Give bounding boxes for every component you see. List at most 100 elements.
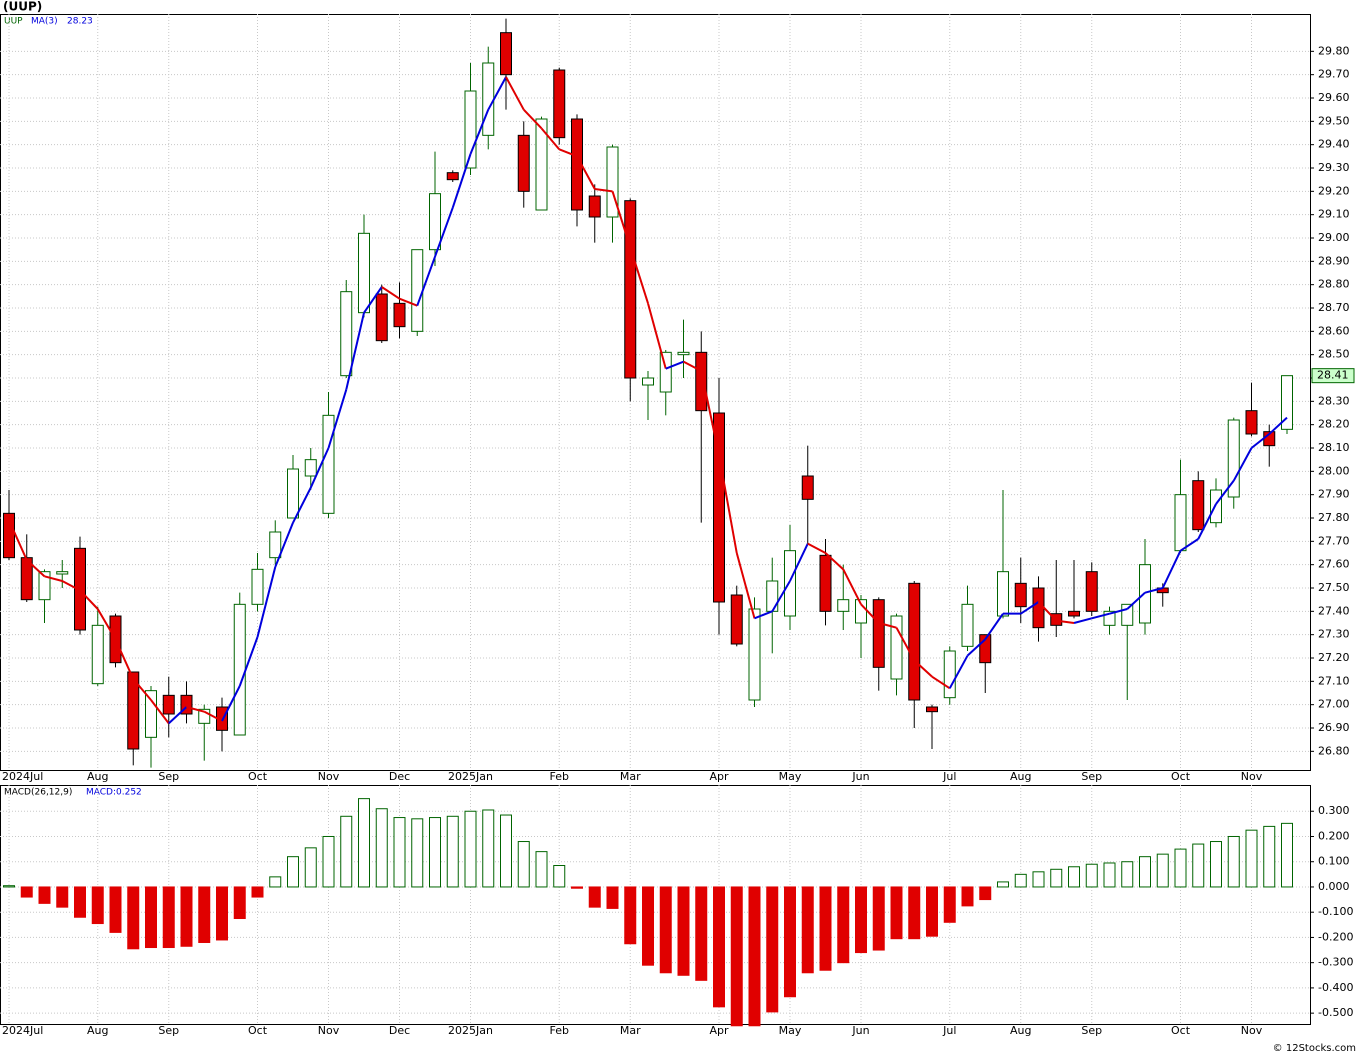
y-tick-label: 29.20	[1318, 184, 1350, 197]
bar	[801, 886, 814, 974]
candle-body	[198, 708, 211, 724]
x-tick-label: Oct	[248, 770, 268, 783]
candle-body	[429, 193, 441, 251]
candle-body	[375, 293, 388, 342]
ma-segment	[132, 678, 152, 701]
ma-segment	[523, 108, 543, 130]
x-tick-label: Jul	[942, 1024, 956, 1037]
x-tick-label: 2025Jan	[448, 1024, 493, 1037]
bar	[1210, 841, 1222, 888]
candle-body	[500, 32, 512, 76]
y-tick-label: 29.10	[1318, 208, 1350, 221]
x-tick-label: Apr	[709, 770, 729, 783]
candle-body	[517, 134, 530, 192]
x-tick-label: Sep	[1081, 770, 1102, 783]
bar	[198, 886, 211, 943]
bar	[411, 818, 424, 888]
ma-segment	[1215, 480, 1235, 505]
bar	[233, 886, 246, 920]
bar	[74, 886, 86, 918]
bar	[269, 876, 282, 888]
bar	[500, 814, 512, 888]
x-tick-label: Aug	[1010, 770, 1031, 783]
bar	[464, 810, 477, 888]
bar	[304, 847, 317, 888]
candle-body	[1014, 582, 1027, 608]
bar	[1281, 822, 1293, 888]
y-tick-label: 26.80	[1318, 744, 1350, 757]
bar	[429, 817, 441, 888]
bar	[393, 817, 406, 888]
x-tick-label: Jul	[942, 770, 956, 783]
ma-segment	[1268, 416, 1288, 435]
candle-body	[446, 172, 459, 181]
ma-segment	[61, 580, 81, 592]
candle-body	[1227, 419, 1240, 498]
bar	[979, 886, 992, 901]
candle-body	[1210, 489, 1222, 524]
y-tick-label: -0.400	[1318, 981, 1353, 994]
ma-segment	[1179, 538, 1199, 552]
bar	[1156, 853, 1169, 888]
ma-segment	[576, 155, 596, 190]
y-tick-label: 27.40	[1318, 604, 1350, 617]
y-tick-label: 29.60	[1318, 91, 1350, 104]
ma-segment	[1232, 447, 1253, 482]
ma-segment	[540, 127, 561, 150]
bar	[1192, 843, 1205, 888]
ma-segment	[416, 256, 436, 307]
ma-segment	[114, 638, 135, 680]
candle-body	[819, 554, 832, 612]
bar	[340, 815, 353, 888]
candle-body	[766, 580, 779, 612]
bar	[322, 835, 335, 888]
candle-body	[837, 599, 850, 612]
y-tick-label: 28.20	[1318, 418, 1350, 431]
candle-body	[1068, 610, 1080, 617]
ma-segment	[984, 613, 1004, 640]
ma-segment	[221, 685, 241, 722]
ma-segment	[1091, 612, 1110, 620]
candle-body	[1121, 603, 1134, 626]
candle-body	[269, 531, 282, 559]
y-tick-label: 27.80	[1318, 511, 1350, 524]
ma-segment	[1073, 617, 1093, 624]
candle-body	[340, 291, 353, 377]
bar	[553, 865, 566, 888]
y-tick-label: 28.50	[1318, 348, 1350, 361]
candle-body	[74, 547, 86, 631]
bar	[109, 886, 122, 933]
candle-body	[659, 351, 672, 393]
ma-segment	[1109, 608, 1128, 615]
y-tick-label: -0.200	[1318, 930, 1353, 943]
bar	[872, 886, 885, 951]
x-tick-label: Mar	[620, 1024, 641, 1037]
candle-body	[606, 146, 619, 218]
bar	[375, 808, 388, 888]
x-tick-label: Jun	[851, 770, 869, 783]
x-tick-label: Mar	[620, 770, 641, 783]
ma-segment	[1037, 601, 1057, 622]
y-tick-label: 27.10	[1318, 674, 1350, 687]
ma-segment	[26, 559, 46, 578]
ma-segment	[735, 552, 756, 619]
candle-body	[784, 550, 796, 617]
y-tick-label: 27.20	[1318, 651, 1350, 664]
ma-segment	[558, 148, 578, 158]
y-tick-label: -0.300	[1318, 956, 1353, 969]
candle-body	[233, 603, 246, 736]
y-tick-label: 28.70	[1318, 301, 1350, 314]
legend-entry: UUP	[4, 17, 23, 27]
bar	[1139, 856, 1151, 888]
candle-body	[588, 195, 601, 218]
x-tick-label: May	[779, 770, 802, 783]
y-tick-label: 28.60	[1318, 324, 1350, 337]
ma-segment	[96, 608, 117, 640]
x-tick-label: 2025Jan	[448, 770, 493, 783]
y-tick-label: 27.30	[1318, 628, 1350, 641]
ma-segment	[1056, 619, 1075, 624]
candle-body	[464, 90, 477, 169]
candle-body	[695, 351, 708, 412]
candle-body	[890, 615, 903, 680]
ma-segment	[878, 622, 897, 629]
